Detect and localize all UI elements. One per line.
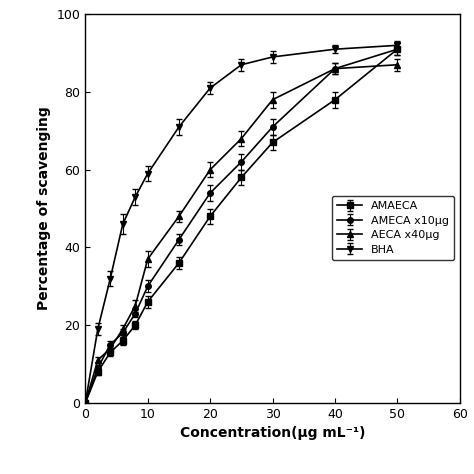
- Legend: AMAECA, AMECA x10μg, AECA x40μg, BHA: AMAECA, AMECA x10μg, AECA x40μg, BHA: [332, 196, 454, 260]
- Y-axis label: Percentage of scavenging: Percentage of scavenging: [37, 107, 51, 310]
- X-axis label: Concentration(μg mL⁻¹): Concentration(μg mL⁻¹): [180, 426, 365, 440]
